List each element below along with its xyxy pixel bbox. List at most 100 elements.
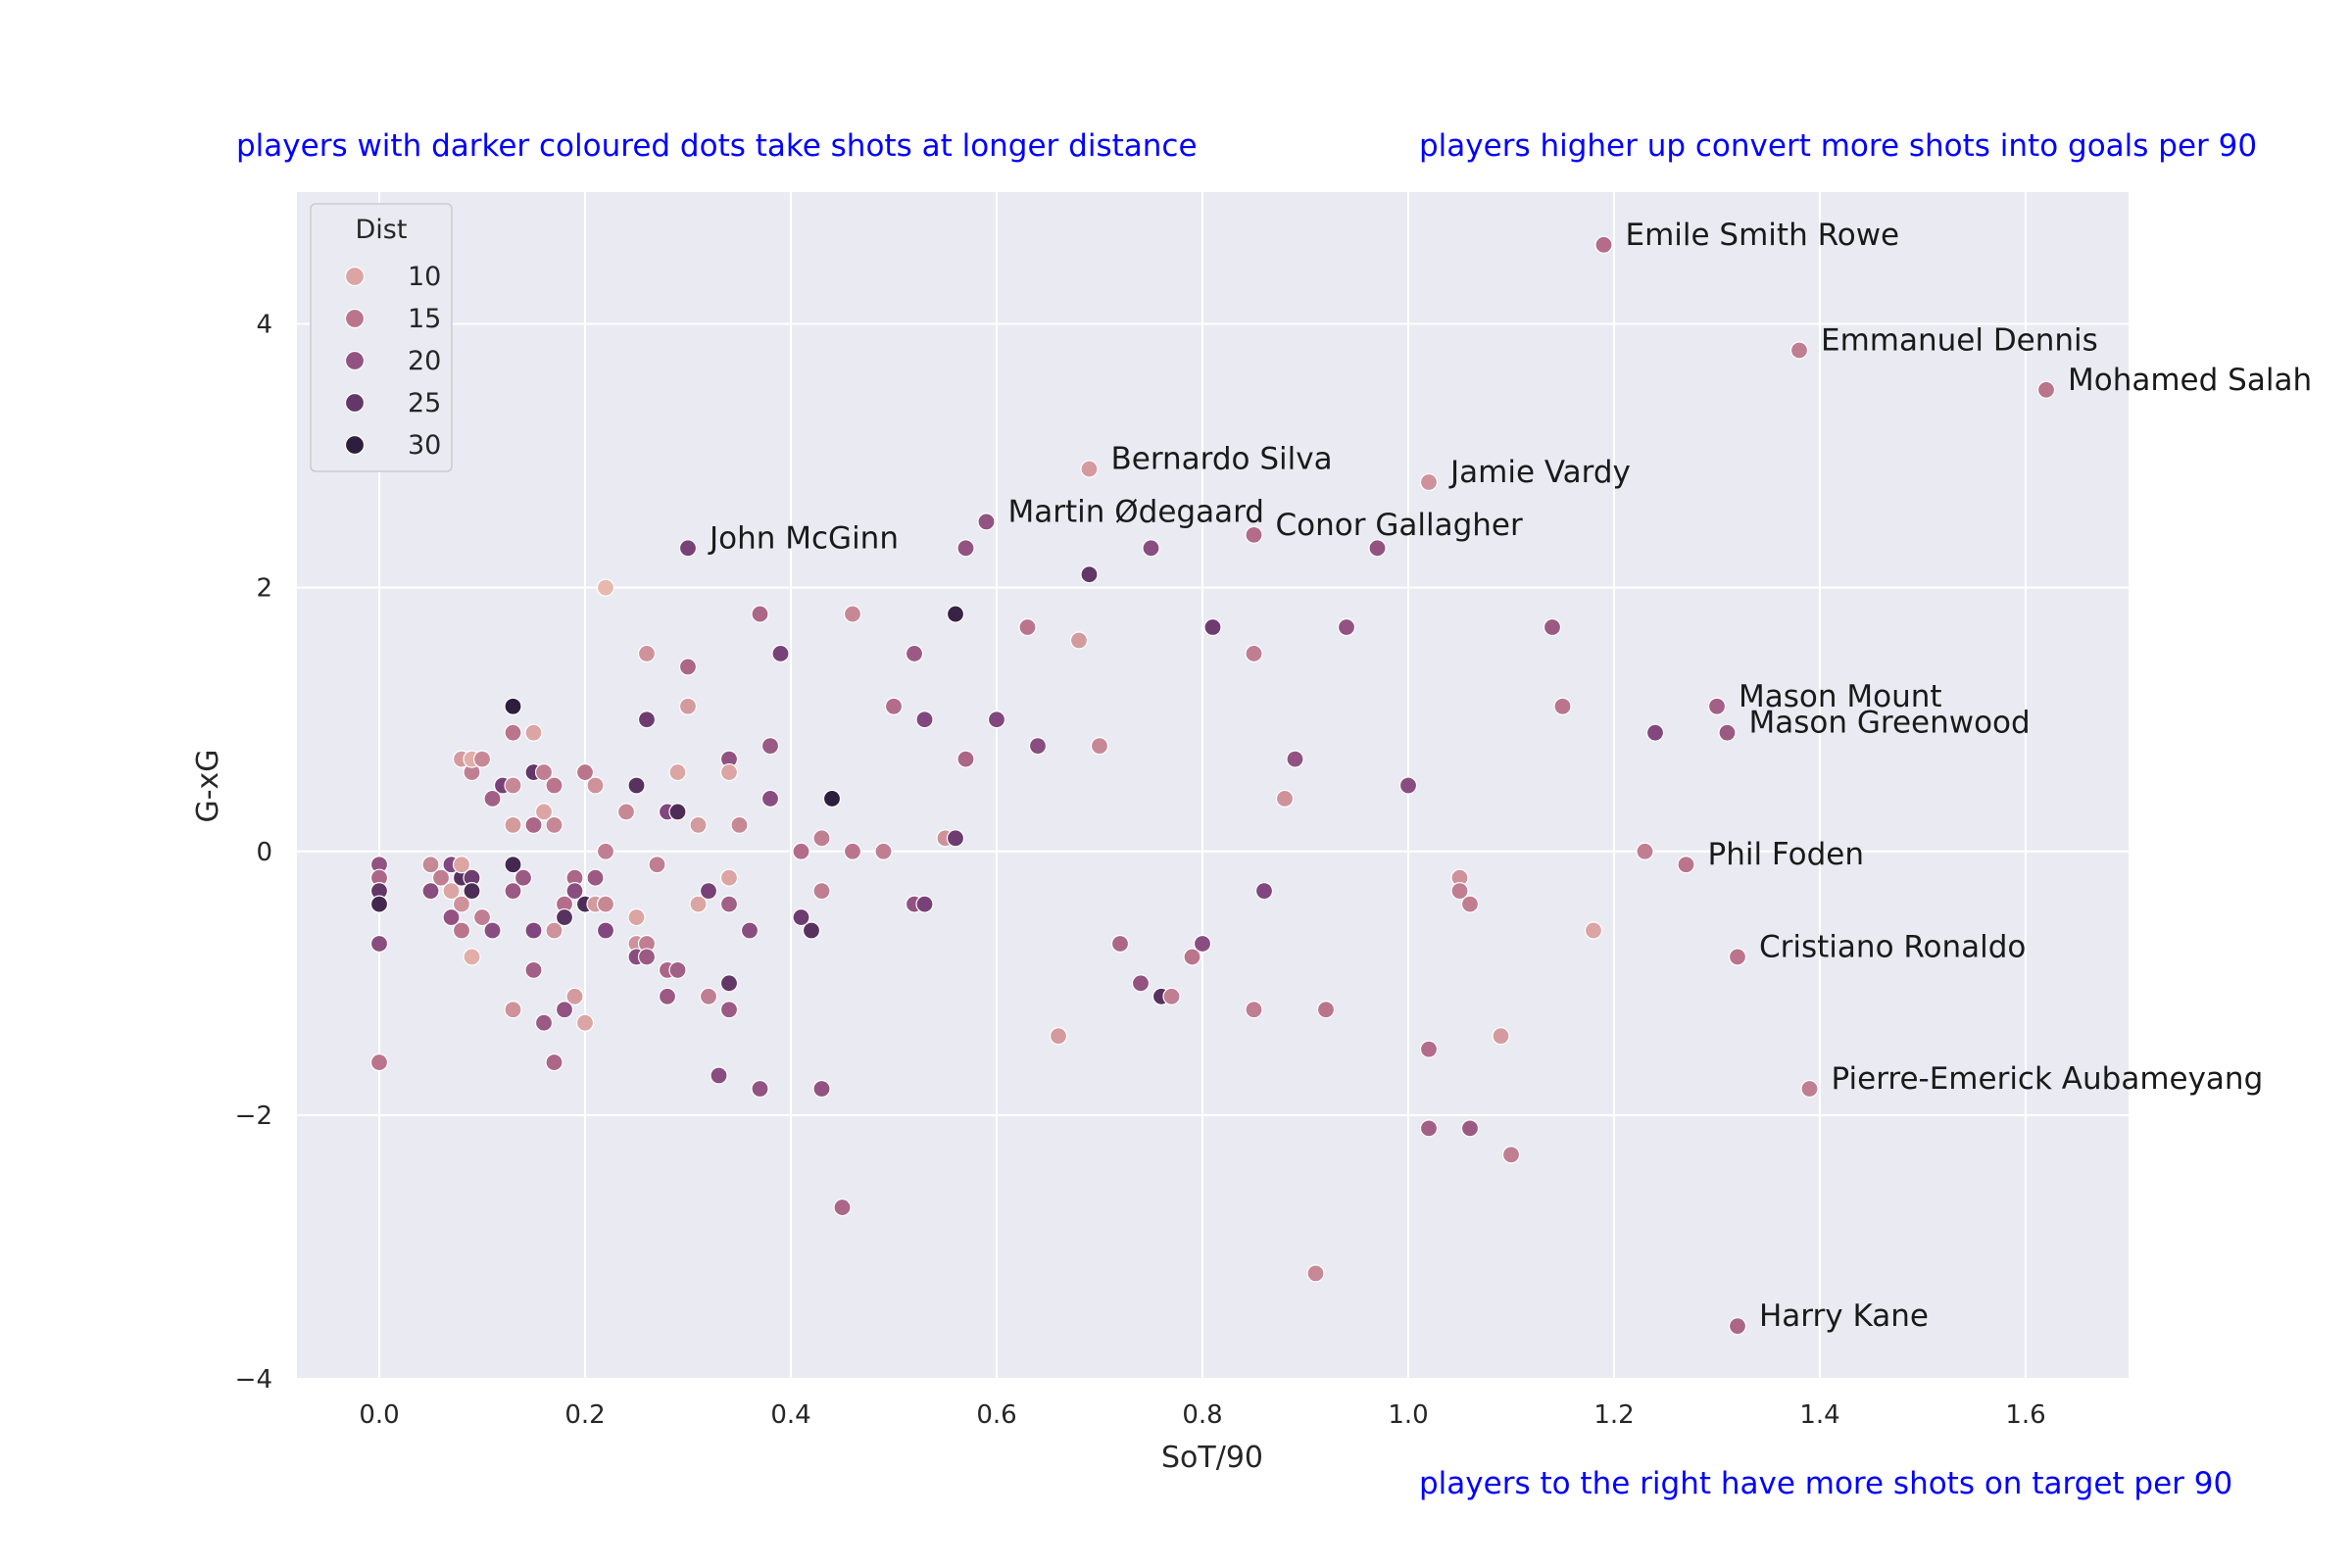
x-tick-label: 0.2	[564, 1400, 605, 1430]
x-tick-label: 1.6	[2005, 1400, 2045, 1430]
data-point	[1183, 948, 1201, 966]
data-point	[843, 842, 862, 860]
plot-background	[297, 192, 2129, 1379]
annotation-top-right: players higher up convert more shots int…	[1419, 128, 2258, 164]
data-point	[442, 882, 461, 901]
data-point	[504, 856, 522, 874]
data-point	[616, 803, 636, 821]
data-point	[452, 856, 471, 874]
player-labels: Emile Smith Rowe Emmanuel Dennis Mohamed S…	[708, 218, 2312, 1334]
y-tick-label: −2	[235, 1102, 272, 1131]
data-point	[1275, 789, 1295, 808]
labeled-data-point	[1707, 697, 1727, 715]
x-tick-label: 0.6	[976, 1400, 1016, 1430]
data-points	[369, 235, 2056, 1336]
data-point	[792, 842, 810, 860]
player-label: Harry Kane	[1759, 1298, 1929, 1334]
annotation-top-left: players with darker coloured dots take s…	[236, 128, 1198, 164]
data-point	[442, 907, 461, 927]
data-point	[545, 921, 564, 940]
data-point	[760, 737, 780, 756]
data-point	[1419, 1040, 1439, 1058]
data-point	[575, 1013, 595, 1032]
data-point	[699, 882, 718, 901]
data-point	[504, 1001, 522, 1019]
data-point	[1142, 539, 1160, 558]
data-point	[596, 895, 615, 913]
data-point	[689, 815, 708, 834]
data-point	[1162, 987, 1181, 1005]
data-point	[812, 829, 831, 848]
data-point	[1460, 1119, 1480, 1138]
data-point	[1492, 1027, 1510, 1046]
data-point	[369, 895, 389, 913]
data-point	[1553, 697, 1572, 715]
legend-marker	[344, 392, 366, 414]
labeled-data-point	[1728, 948, 1747, 966]
player-label: Pierre-Emerick Aubameyang	[1832, 1061, 2264, 1097]
data-point	[504, 723, 522, 742]
data-point	[760, 789, 780, 808]
axis-ticks: 0.0 0.2 0.4 0.6 0.8 1.0 1.2 1.4 1.6 −4 −2 0 2 4	[235, 311, 2046, 1430]
y-tick-label: 2	[256, 574, 272, 604]
labeled-data-point	[1594, 235, 1613, 254]
data-point	[545, 815, 564, 834]
data-point	[956, 539, 975, 558]
data-point	[1501, 1146, 1521, 1164]
player-label: Bernardo Silva	[1111, 442, 1333, 477]
data-point	[524, 815, 543, 834]
data-point	[792, 907, 810, 927]
data-point	[1131, 974, 1151, 993]
data-point	[421, 882, 440, 901]
y-tick-label: 0	[256, 838, 272, 867]
data-point	[719, 868, 739, 887]
data-point	[1460, 895, 1480, 913]
data-point	[1316, 1001, 1336, 1019]
data-point	[812, 882, 831, 901]
data-point	[524, 960, 543, 979]
data-point	[452, 895, 471, 913]
data-point	[1080, 565, 1099, 584]
data-point	[668, 803, 687, 821]
data-point	[1337, 617, 1356, 637]
legend-label: 30	[408, 430, 441, 461]
data-point	[369, 934, 389, 954]
x-tick-label: 1.4	[1799, 1400, 1839, 1430]
data-point	[874, 842, 893, 860]
legend-marker	[344, 434, 366, 456]
data-point	[719, 1001, 739, 1019]
data-point	[1584, 921, 1603, 940]
data-point	[905, 644, 924, 663]
data-point	[514, 868, 533, 887]
data-point	[1028, 737, 1048, 756]
legend-marker	[344, 308, 366, 329]
data-point	[504, 776, 522, 795]
data-point	[1450, 882, 1469, 901]
y-tick-label: 4	[256, 311, 272, 340]
data-point	[946, 605, 965, 623]
data-point	[833, 1198, 852, 1217]
data-point	[1419, 1119, 1439, 1138]
data-point	[668, 762, 687, 782]
data-point	[627, 776, 646, 795]
data-point	[946, 829, 965, 848]
data-point	[710, 1066, 728, 1085]
labeled-data-point	[1800, 1079, 1819, 1099]
x-tick-label: 1.2	[1593, 1400, 1634, 1430]
data-point	[504, 882, 522, 901]
data-point	[534, 1013, 554, 1032]
data-point	[1069, 631, 1089, 650]
x-tick-label: 1.0	[1388, 1400, 1428, 1430]
data-point	[586, 776, 605, 795]
data-point	[534, 762, 554, 782]
data-point	[565, 987, 584, 1005]
legend-marker	[344, 266, 366, 287]
data-point	[369, 1053, 389, 1072]
data-point	[751, 1079, 769, 1099]
data-point	[452, 921, 471, 940]
data-point	[463, 948, 481, 966]
data-point	[524, 921, 543, 940]
player-label: Emile Smith Rowe	[1626, 218, 1900, 253]
data-point	[699, 987, 718, 1005]
data-point	[1306, 1264, 1325, 1283]
